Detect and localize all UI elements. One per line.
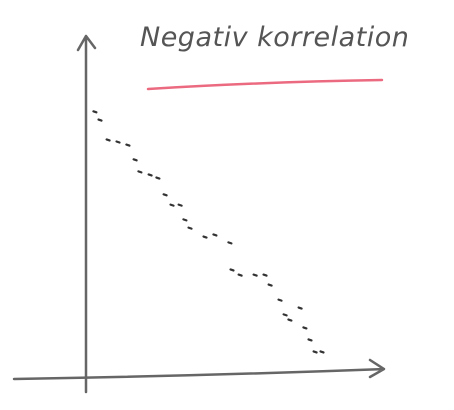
- point: [182, 218, 188, 222]
- point: [229, 268, 235, 272]
- point: [227, 241, 233, 245]
- point: [212, 233, 218, 237]
- point: [302, 326, 308, 330]
- point: [252, 273, 258, 277]
- y-axis: [76, 34, 97, 394]
- point: [319, 350, 325, 354]
- title-underline: [146, 78, 384, 91]
- point: [282, 313, 288, 317]
- point: [177, 203, 183, 207]
- point: [187, 226, 193, 230]
- point: [312, 350, 318, 354]
- point: [132, 158, 138, 162]
- point: [307, 338, 313, 342]
- point: [92, 110, 98, 114]
- point: [237, 273, 243, 277]
- point: [262, 273, 268, 277]
- point: [277, 298, 283, 302]
- point: [97, 118, 103, 122]
- point: [147, 173, 153, 177]
- point: [267, 283, 273, 287]
- point: [125, 143, 131, 147]
- point: [155, 176, 161, 180]
- point: [287, 318, 293, 322]
- point: [297, 306, 303, 310]
- chart-title: Negativ korrelation: [140, 22, 409, 53]
- point: [202, 235, 208, 239]
- point: [105, 138, 111, 142]
- x-axis: [12, 358, 386, 381]
- point: [169, 203, 175, 207]
- point: [115, 140, 121, 144]
- point: [137, 170, 143, 174]
- point: [162, 193, 168, 197]
